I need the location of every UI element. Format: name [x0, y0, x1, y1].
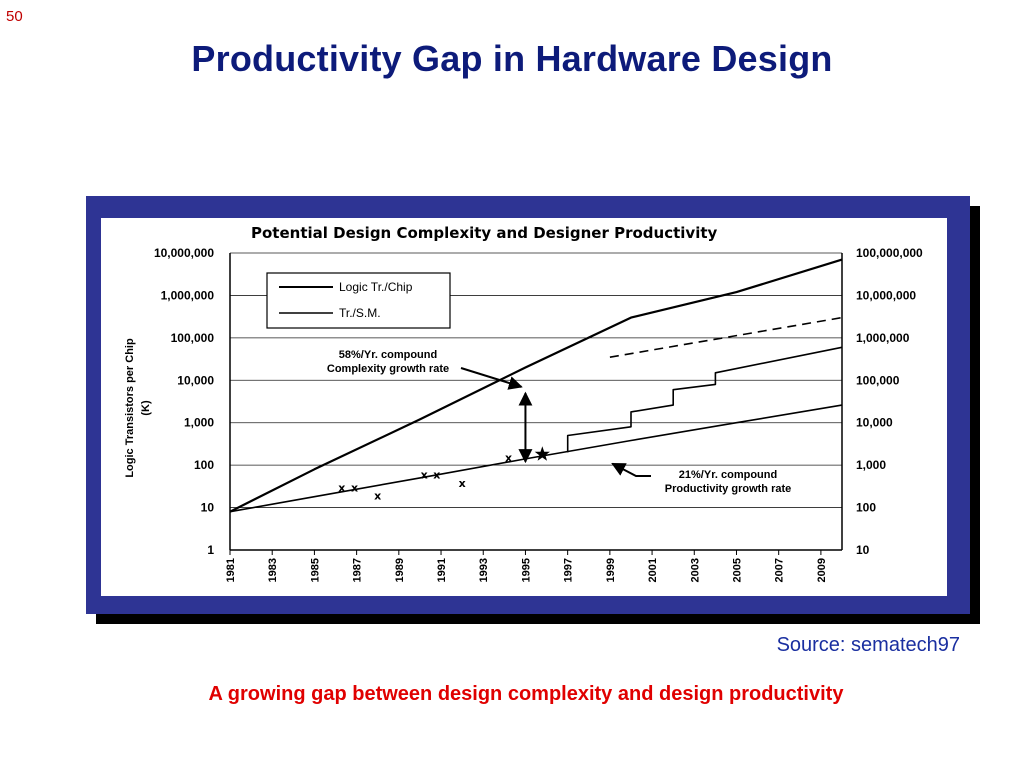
x-tick-label: 1991	[436, 558, 448, 582]
annotation-productivity-arrow	[611, 462, 651, 477]
data-point-x: x	[351, 481, 358, 494]
data-point-x: x	[338, 481, 345, 494]
x-tick-label: 1995	[520, 558, 532, 582]
y-right-tick-label: 1,000,000	[856, 331, 910, 345]
data-point-x: x	[374, 490, 381, 503]
complexity-productivity-chart: Potential Design Complexity and Designer…	[124, 224, 923, 582]
y-right-tick-label: 1,000	[856, 458, 886, 472]
y-right-tick-label: 100	[856, 501, 876, 515]
annotation-productivity-growth: 21%/Yr. compound Productivity growth rate	[665, 469, 792, 495]
y-left-tick-label: 10	[201, 501, 215, 515]
data-point-star	[534, 446, 550, 461]
y-left-tick-label: 10,000	[177, 373, 214, 387]
scatter-marks: x xxx xxx	[338, 446, 550, 503]
y-left-tick-label: 100	[194, 458, 214, 472]
series-line-logictrchip	[229, 258, 843, 513]
series-line-dashed	[609, 316, 843, 358]
chart-title: Potential Design Complexity and Designer…	[251, 224, 718, 242]
x-tick-label: 1985	[309, 558, 321, 582]
left-axis-ticks: 1 10 100 1,000 10,000 100,000 1,000,000 10,000,…	[154, 246, 214, 557]
legend-label-logic: Logic Tr./Chip	[339, 280, 413, 294]
legend-box	[266, 272, 451, 329]
x-tick-label: 2001	[647, 558, 659, 582]
x-axis-ticks: 1981 1983 1985 1987 1989 1991 1993 1995 1997 1999…	[225, 550, 828, 582]
x-tick-label: 1999	[605, 558, 617, 582]
y-left-tick-label: 10,000,000	[154, 246, 214, 260]
x-tick-label: 1993	[478, 558, 490, 582]
y-right-tick-label: 10,000,000	[856, 288, 916, 302]
data-point-x: x	[505, 452, 512, 465]
y-right-tick-label: 100,000,000	[856, 246, 923, 260]
legend: Logic Tr./Chip Tr./S.M.	[266, 272, 451, 329]
slide-number: 50	[6, 8, 23, 25]
chart-figure: Potential Design Complexity and Designer…	[101, 218, 947, 596]
x-tick-label: 2003	[689, 558, 701, 582]
y-right-tick-label: 100,000	[856, 373, 900, 387]
y-right-tick-label: 10,000	[856, 416, 893, 430]
source-note: Source: sematech97	[776, 634, 960, 656]
y-left-tick-label: 100,000	[171, 331, 215, 345]
series-line-trsm	[229, 404, 843, 513]
axes	[229, 253, 843, 551]
series-line-step	[566, 346, 843, 453]
x-tick-label: 2007	[774, 558, 786, 582]
annotation-complexity-growth: 58%/Yr. compound Complexity growth rate	[327, 349, 449, 375]
data-point-x: x	[459, 477, 466, 490]
slide-caption: A growing gap between design complexity …	[208, 683, 844, 705]
legend-label-sm: Tr./S.M.	[339, 306, 381, 320]
x-tick-label: 1989	[394, 558, 406, 582]
y-left-tick-label: 1,000	[184, 416, 214, 430]
data-point-x: x	[433, 469, 440, 482]
x-tick-label: 2009	[816, 558, 828, 582]
annotation-complexity-arrow	[460, 367, 523, 390]
x-tick-label: 2005	[731, 558, 743, 582]
annotations: 58%/Yr. compound Complexity growth rate 21…	[327, 349, 791, 495]
y-right-tick-label: 10	[856, 543, 870, 557]
x-tick-label: 1983	[267, 558, 279, 582]
right-axis-ticks: 10 100 1,000 10,000 100,000 1,000,000 10,000,0…	[856, 246, 923, 557]
x-tick-label: 1981	[225, 558, 237, 582]
y-left-tick-label: 1	[207, 543, 214, 557]
slide-title: Productivity Gap in Hardware Design	[191, 38, 833, 79]
y-left-tick-label: 1,000,000	[161, 288, 215, 302]
y-axis-label: Logic Transistors per Chip (K)	[124, 338, 152, 478]
x-tick-label: 1987	[352, 558, 364, 582]
x-tick-label: 1997	[563, 558, 575, 582]
data-point-x: x	[421, 469, 428, 482]
